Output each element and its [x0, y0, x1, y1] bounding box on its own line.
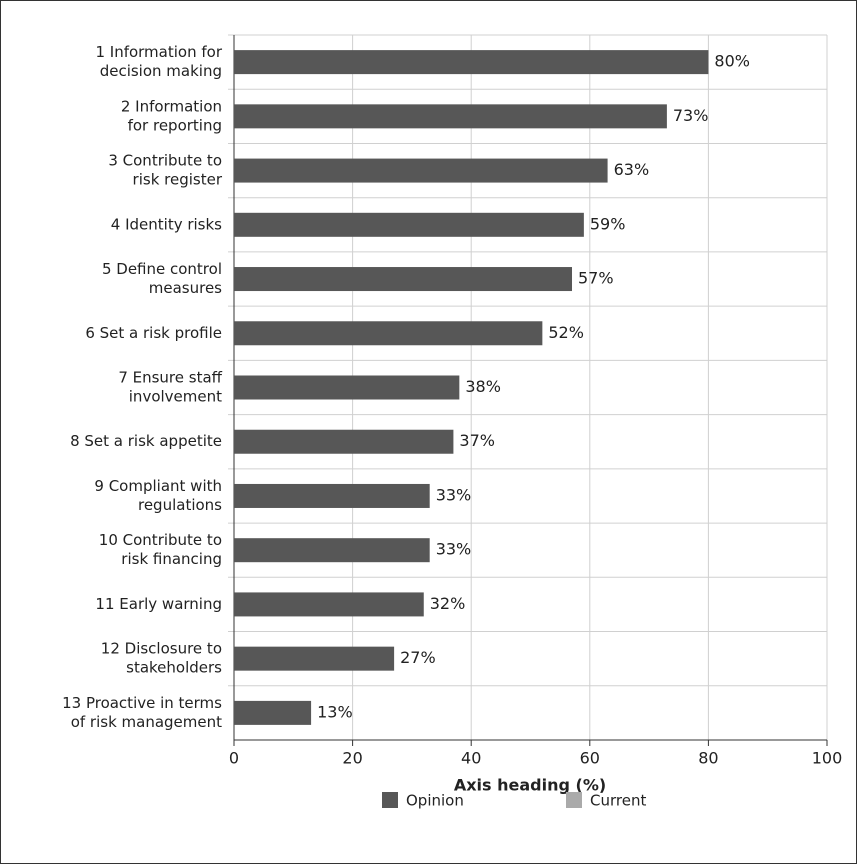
value-label: 73% [673, 106, 709, 125]
legend-label: Opinion [406, 792, 464, 810]
bar [234, 592, 424, 617]
y-tick-label: 11 Early warning [95, 595, 222, 613]
y-tick-label: decision making [100, 62, 222, 80]
value-label: 37% [459, 431, 495, 450]
y-tick-label: 2 Information [121, 97, 222, 115]
y-tick-label: 6 Set a risk profile [85, 324, 222, 342]
x-tick-label: 20 [342, 749, 362, 768]
legend-swatch [382, 792, 398, 808]
bar [234, 50, 709, 75]
x-tick-label: 60 [580, 749, 600, 768]
bar [234, 700, 312, 725]
bar [234, 646, 395, 671]
x-axis-label: Axis heading (%) [454, 776, 606, 795]
value-label: 57% [578, 269, 614, 288]
value-label: 27% [400, 648, 436, 667]
bar [234, 321, 543, 346]
y-tick-label: 3 Contribute to [108, 152, 222, 170]
y-tick-label: measures [149, 279, 222, 297]
y-tick-label: stakeholders [126, 659, 222, 677]
y-tick-label: for reporting [128, 116, 222, 134]
legend-label: Current [590, 792, 646, 810]
bar [234, 483, 430, 508]
x-tick-label: 100 [812, 749, 843, 768]
x-tick-label: 80 [698, 749, 718, 768]
value-label: 59% [590, 214, 626, 233]
y-tick-label: 8 Set a risk appetite [70, 432, 222, 450]
y-tick-label: 12 Disclosure to [101, 640, 222, 658]
y-tick-label: involvement [129, 388, 222, 406]
y-tick-label: risk financing [121, 550, 222, 568]
value-label: 52% [548, 323, 584, 342]
bar [234, 158, 608, 183]
y-tick-label: 10 Contribute to [99, 531, 222, 549]
bar [234, 375, 460, 400]
bar [234, 538, 430, 563]
bar [234, 267, 573, 292]
value-label: 32% [430, 594, 466, 613]
y-tick-label: 5 Define control [102, 260, 222, 278]
y-tick-label: 9 Compliant with [94, 477, 222, 495]
x-tick-label: 40 [461, 749, 481, 768]
y-tick-label: 13 Proactive in terms [62, 694, 222, 712]
bar [234, 104, 667, 129]
value-label: 13% [317, 702, 353, 721]
value-label: 33% [436, 485, 472, 504]
value-label: 38% [465, 377, 501, 396]
y-tick-label: 1 Information for [95, 43, 222, 61]
bar [234, 429, 454, 454]
y-tick-label: 7 Ensure staff [118, 369, 222, 387]
value-label: 33% [436, 540, 472, 559]
y-tick-label: regulations [138, 496, 222, 514]
legend-swatch [566, 792, 582, 808]
value-label: 63% [614, 160, 650, 179]
y-tick-label: of risk management [71, 713, 222, 731]
x-tick-label: 0 [229, 749, 239, 768]
value-label: 80% [714, 52, 750, 71]
y-tick-label: risk register [133, 171, 223, 189]
y-tick-label: 4 Identity risks [111, 215, 222, 233]
bar [234, 212, 584, 237]
